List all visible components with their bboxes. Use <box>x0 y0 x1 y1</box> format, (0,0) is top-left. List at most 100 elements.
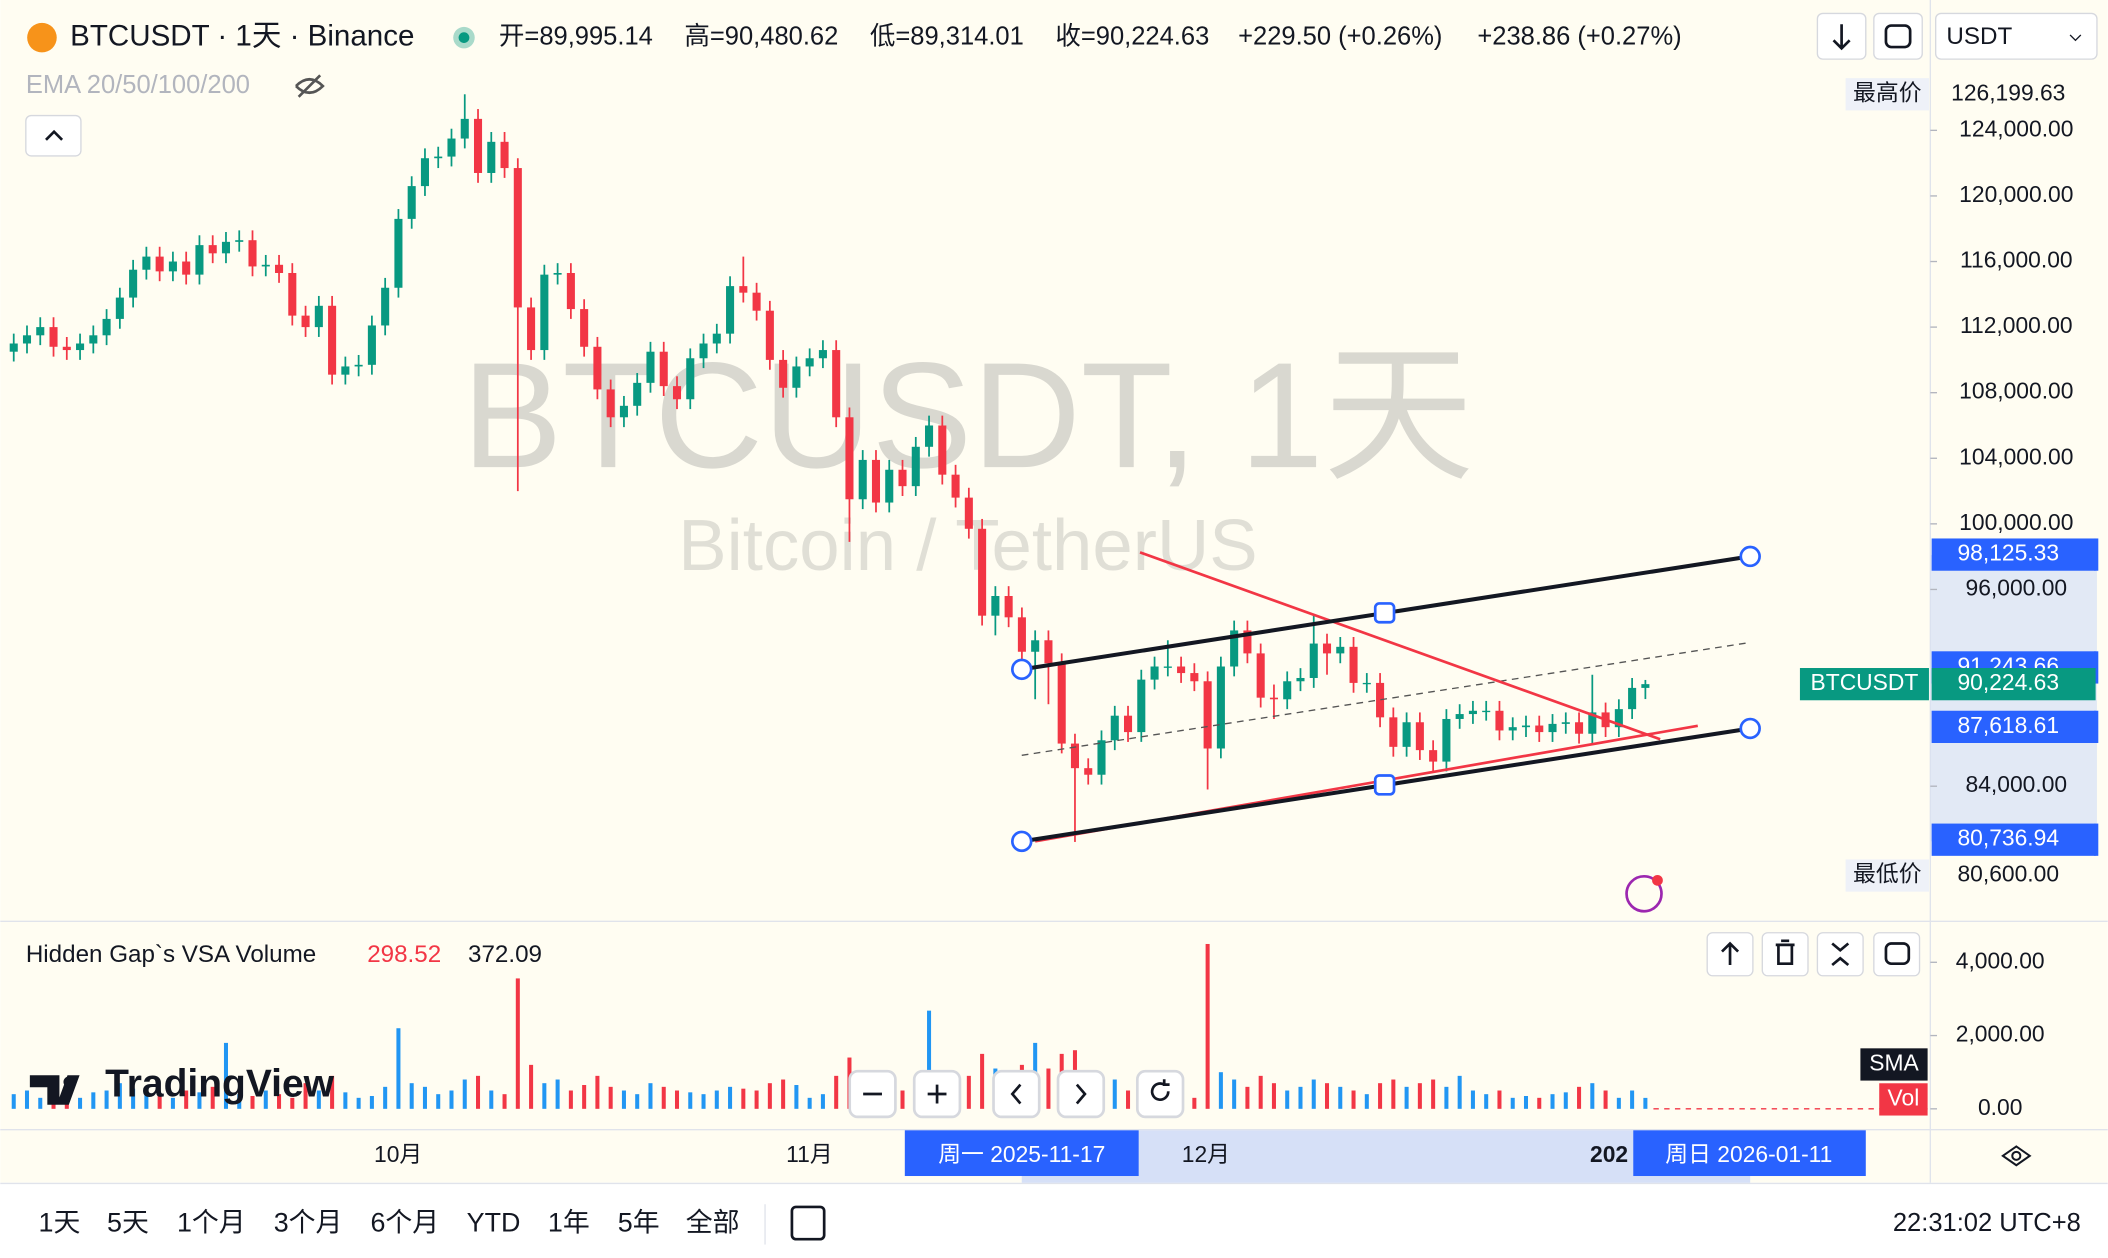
candle-body <box>1628 687 1637 710</box>
anchor[interactable] <box>1010 830 1033 853</box>
hide-icon[interactable] <box>295 74 325 98</box>
anchor[interactable] <box>1373 774 1396 796</box>
volume-bar <box>555 1079 560 1109</box>
candle-body <box>1495 710 1504 731</box>
icon <box>1721 941 1740 966</box>
candle-body <box>235 240 244 242</box>
candle-body <box>911 446 920 487</box>
collapse[interactable] <box>1816 932 1864 977</box>
candle-body <box>62 346 71 351</box>
volume-bar <box>1404 1086 1409 1109</box>
volume-bar <box>237 1094 242 1109</box>
price-label: 87,618.61 <box>1957 712 2059 738</box>
volume-bar <box>1630 1090 1635 1109</box>
date-range-icon[interactable] <box>790 1205 826 1241</box>
range-button[interactable]: 1天 <box>39 1207 81 1237</box>
volume-bar <box>1192 1097 1197 1109</box>
price-tag-box <box>1845 859 1929 892</box>
scroll-left[interactable] <box>992 1069 1041 1119</box>
change: +238.86 (+0.27%) <box>1477 22 1681 50</box>
volume-bar <box>767 1083 772 1109</box>
delete[interactable] <box>1761 932 1809 977</box>
anchor[interactable] <box>1739 545 1761 568</box>
price-axis: 124,000.00 120,000.00 116,000.00 112,000.00… <box>1799 78 2099 1120</box>
quote-open: 开=89,995.14 <box>499 22 653 50</box>
range-button[interactable]: 5年 <box>618 1207 660 1237</box>
volume-bar <box>701 1094 706 1109</box>
candle-body <box>779 359 788 388</box>
candle-body <box>633 382 642 406</box>
vol-tag <box>1879 1083 1928 1116</box>
volume-bar <box>754 1090 759 1109</box>
indicator-label: EMA 20/50/100/200 <box>26 71 250 99</box>
candle-body <box>991 596 1000 616</box>
range-button[interactable]: 5天 <box>107 1207 149 1237</box>
volume-bar <box>674 1090 680 1109</box>
toolbar-background <box>0 1182 2108 1258</box>
x-tick-label: 12月 <box>1182 1141 1230 1167</box>
y-tick-label: 96,000.00 <box>1966 574 2068 600</box>
price-label-box <box>1931 859 2096 892</box>
volume-bar <box>1218 1072 1223 1109</box>
volume-bar <box>834 1075 839 1109</box>
scroll-right[interactable] <box>1056 1069 1106 1119</box>
volume-bar <box>356 1097 361 1109</box>
settings-icon[interactable] <box>2001 1145 2032 1167</box>
volume-bar <box>1563 1092 1568 1109</box>
candle-body <box>1468 710 1477 715</box>
candle-body <box>1482 710 1491 713</box>
price-label-handle <box>2094 538 2099 571</box>
volume-bar <box>290 1097 295 1109</box>
candle-body <box>513 168 522 308</box>
volume-bar <box>1245 1086 1250 1109</box>
collapse-button[interactable] <box>25 114 82 157</box>
candle-body <box>885 469 894 503</box>
candle-body <box>739 286 748 293</box>
candle-body <box>420 158 429 187</box>
time-range-highlight <box>1021 1130 1751 1183</box>
candle-body <box>606 389 615 418</box>
icon <box>1010 1083 1022 1105</box>
icon <box>1150 1079 1170 1101</box>
range-button[interactable]: 1个月 <box>177 1207 246 1237</box>
anchor[interactable] <box>1010 658 1033 681</box>
range-button[interactable]: 6个月 <box>370 1207 439 1237</box>
volume-bar <box>900 1090 905 1109</box>
y-tick-label: 2,000.00 <box>1956 1021 2045 1047</box>
range-button[interactable]: 1年 <box>548 1207 590 1237</box>
volume-bar <box>1285 1090 1290 1109</box>
candle-body <box>978 528 987 616</box>
candle-body <box>699 343 708 359</box>
candle-body <box>805 358 814 367</box>
reset[interactable] <box>1135 1069 1185 1119</box>
price-tag: 最高价 <box>1853 79 1922 105</box>
candle-body <box>208 245 217 254</box>
candle-body <box>288 272 297 316</box>
candle-body <box>1362 682 1371 685</box>
candle-body <box>898 469 907 487</box>
volume-bar <box>1258 1075 1263 1109</box>
volume-bar <box>502 1094 507 1109</box>
volume-bar <box>807 1097 812 1109</box>
candle-body <box>938 425 947 475</box>
candle-body <box>1256 653 1265 698</box>
fullscreen-button[interactable] <box>1873 12 1923 60</box>
currency-select[interactable] <box>1935 12 2098 60</box>
anchor[interactable] <box>1373 602 1396 624</box>
range-button[interactable]: 3个月 <box>274 1207 343 1237</box>
range-button[interactable]: 全部 <box>686 1207 740 1237</box>
y-tick-label: 0.00 <box>1978 1094 2022 1120</box>
alert-icon[interactable] <box>1625 874 1663 913</box>
volume-bar <box>927 1010 932 1109</box>
candle-body <box>354 364 363 367</box>
anchor[interactable] <box>1739 717 1761 740</box>
y-tick-label: 100,000.00 <box>1959 509 2073 535</box>
candle-body <box>261 264 270 267</box>
price-label: 126,199.63 <box>1951 79 2065 105</box>
maximize[interactable] <box>1873 932 1921 977</box>
range-button[interactable]: YTD <box>467 1207 521 1237</box>
volume-bar <box>1232 1079 1237 1109</box>
candle-body <box>115 297 124 319</box>
volume-bar <box>529 1064 534 1109</box>
